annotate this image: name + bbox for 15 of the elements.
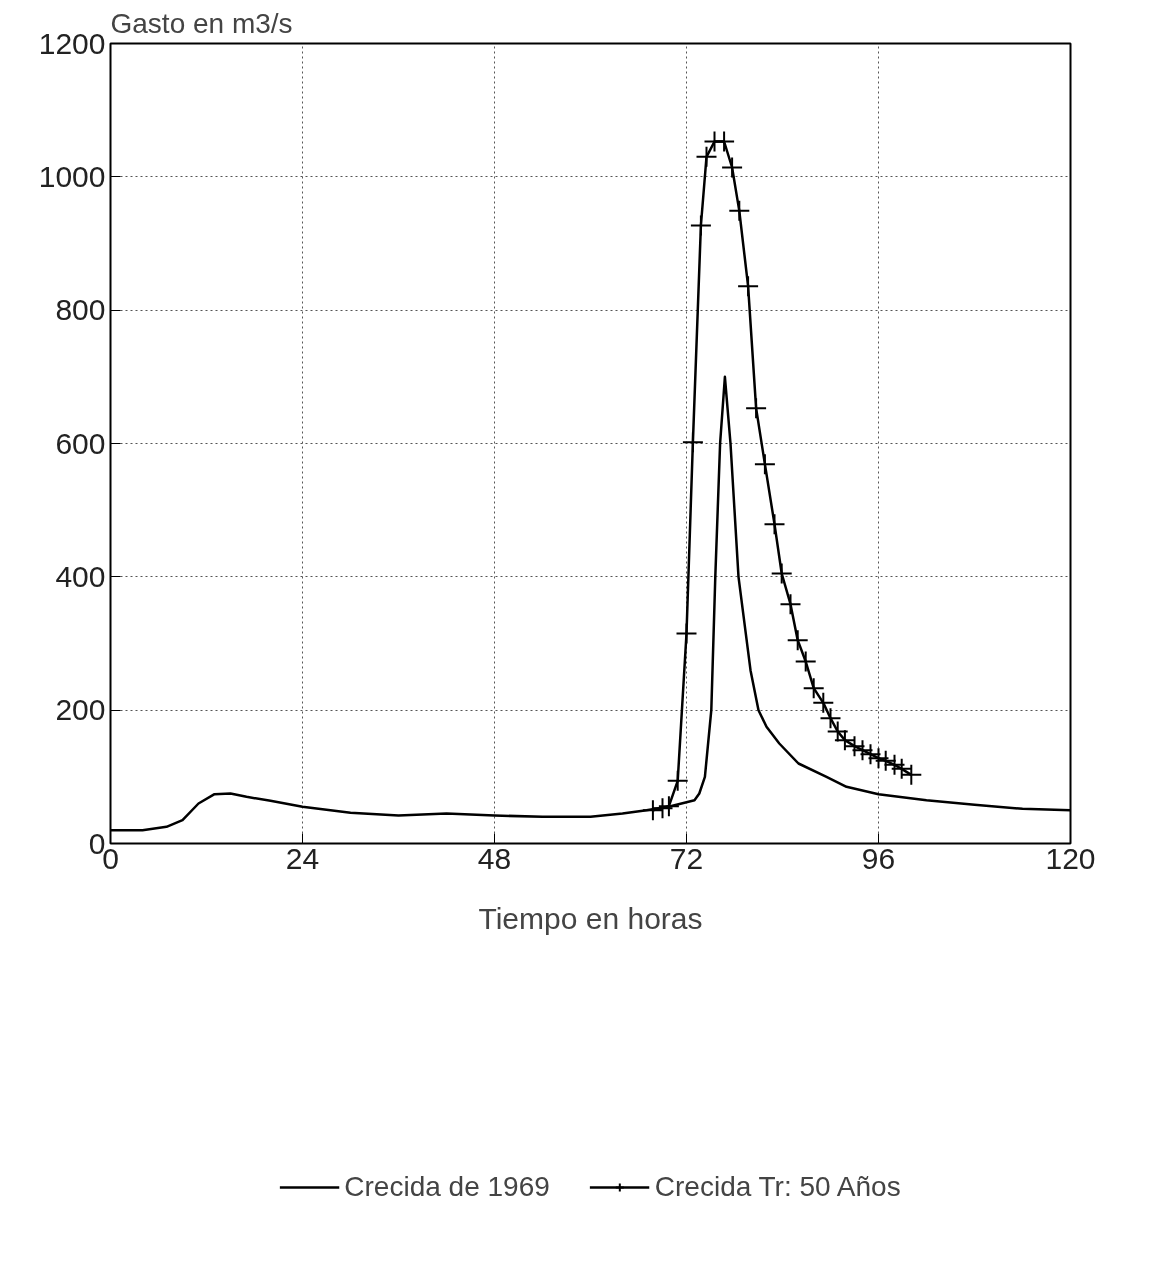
y-tick-label: 1000 bbox=[38, 159, 106, 193]
legend-label: Crecida Tr: 50 Años bbox=[654, 1171, 901, 1203]
y-axis-title: Gasto en m3/s bbox=[110, 7, 293, 39]
x-tick-label: 24 bbox=[285, 841, 320, 875]
y-tick-label: 800 bbox=[55, 293, 106, 327]
y-tick-label: 400 bbox=[55, 559, 106, 593]
legend-label: Crecida de 1969 bbox=[344, 1171, 550, 1203]
x-tick-label: 120 bbox=[1045, 841, 1096, 875]
x-axis-title: Tiempo en horas bbox=[478, 901, 703, 935]
y-tick-label: 1200 bbox=[38, 26, 106, 60]
x-tick-label: 96 bbox=[861, 841, 896, 875]
x-tick-label: 72 bbox=[669, 841, 704, 875]
x-tick-label: 48 bbox=[477, 841, 512, 875]
y-tick-label: 600 bbox=[55, 426, 106, 460]
y-tick-label: 200 bbox=[55, 693, 106, 727]
